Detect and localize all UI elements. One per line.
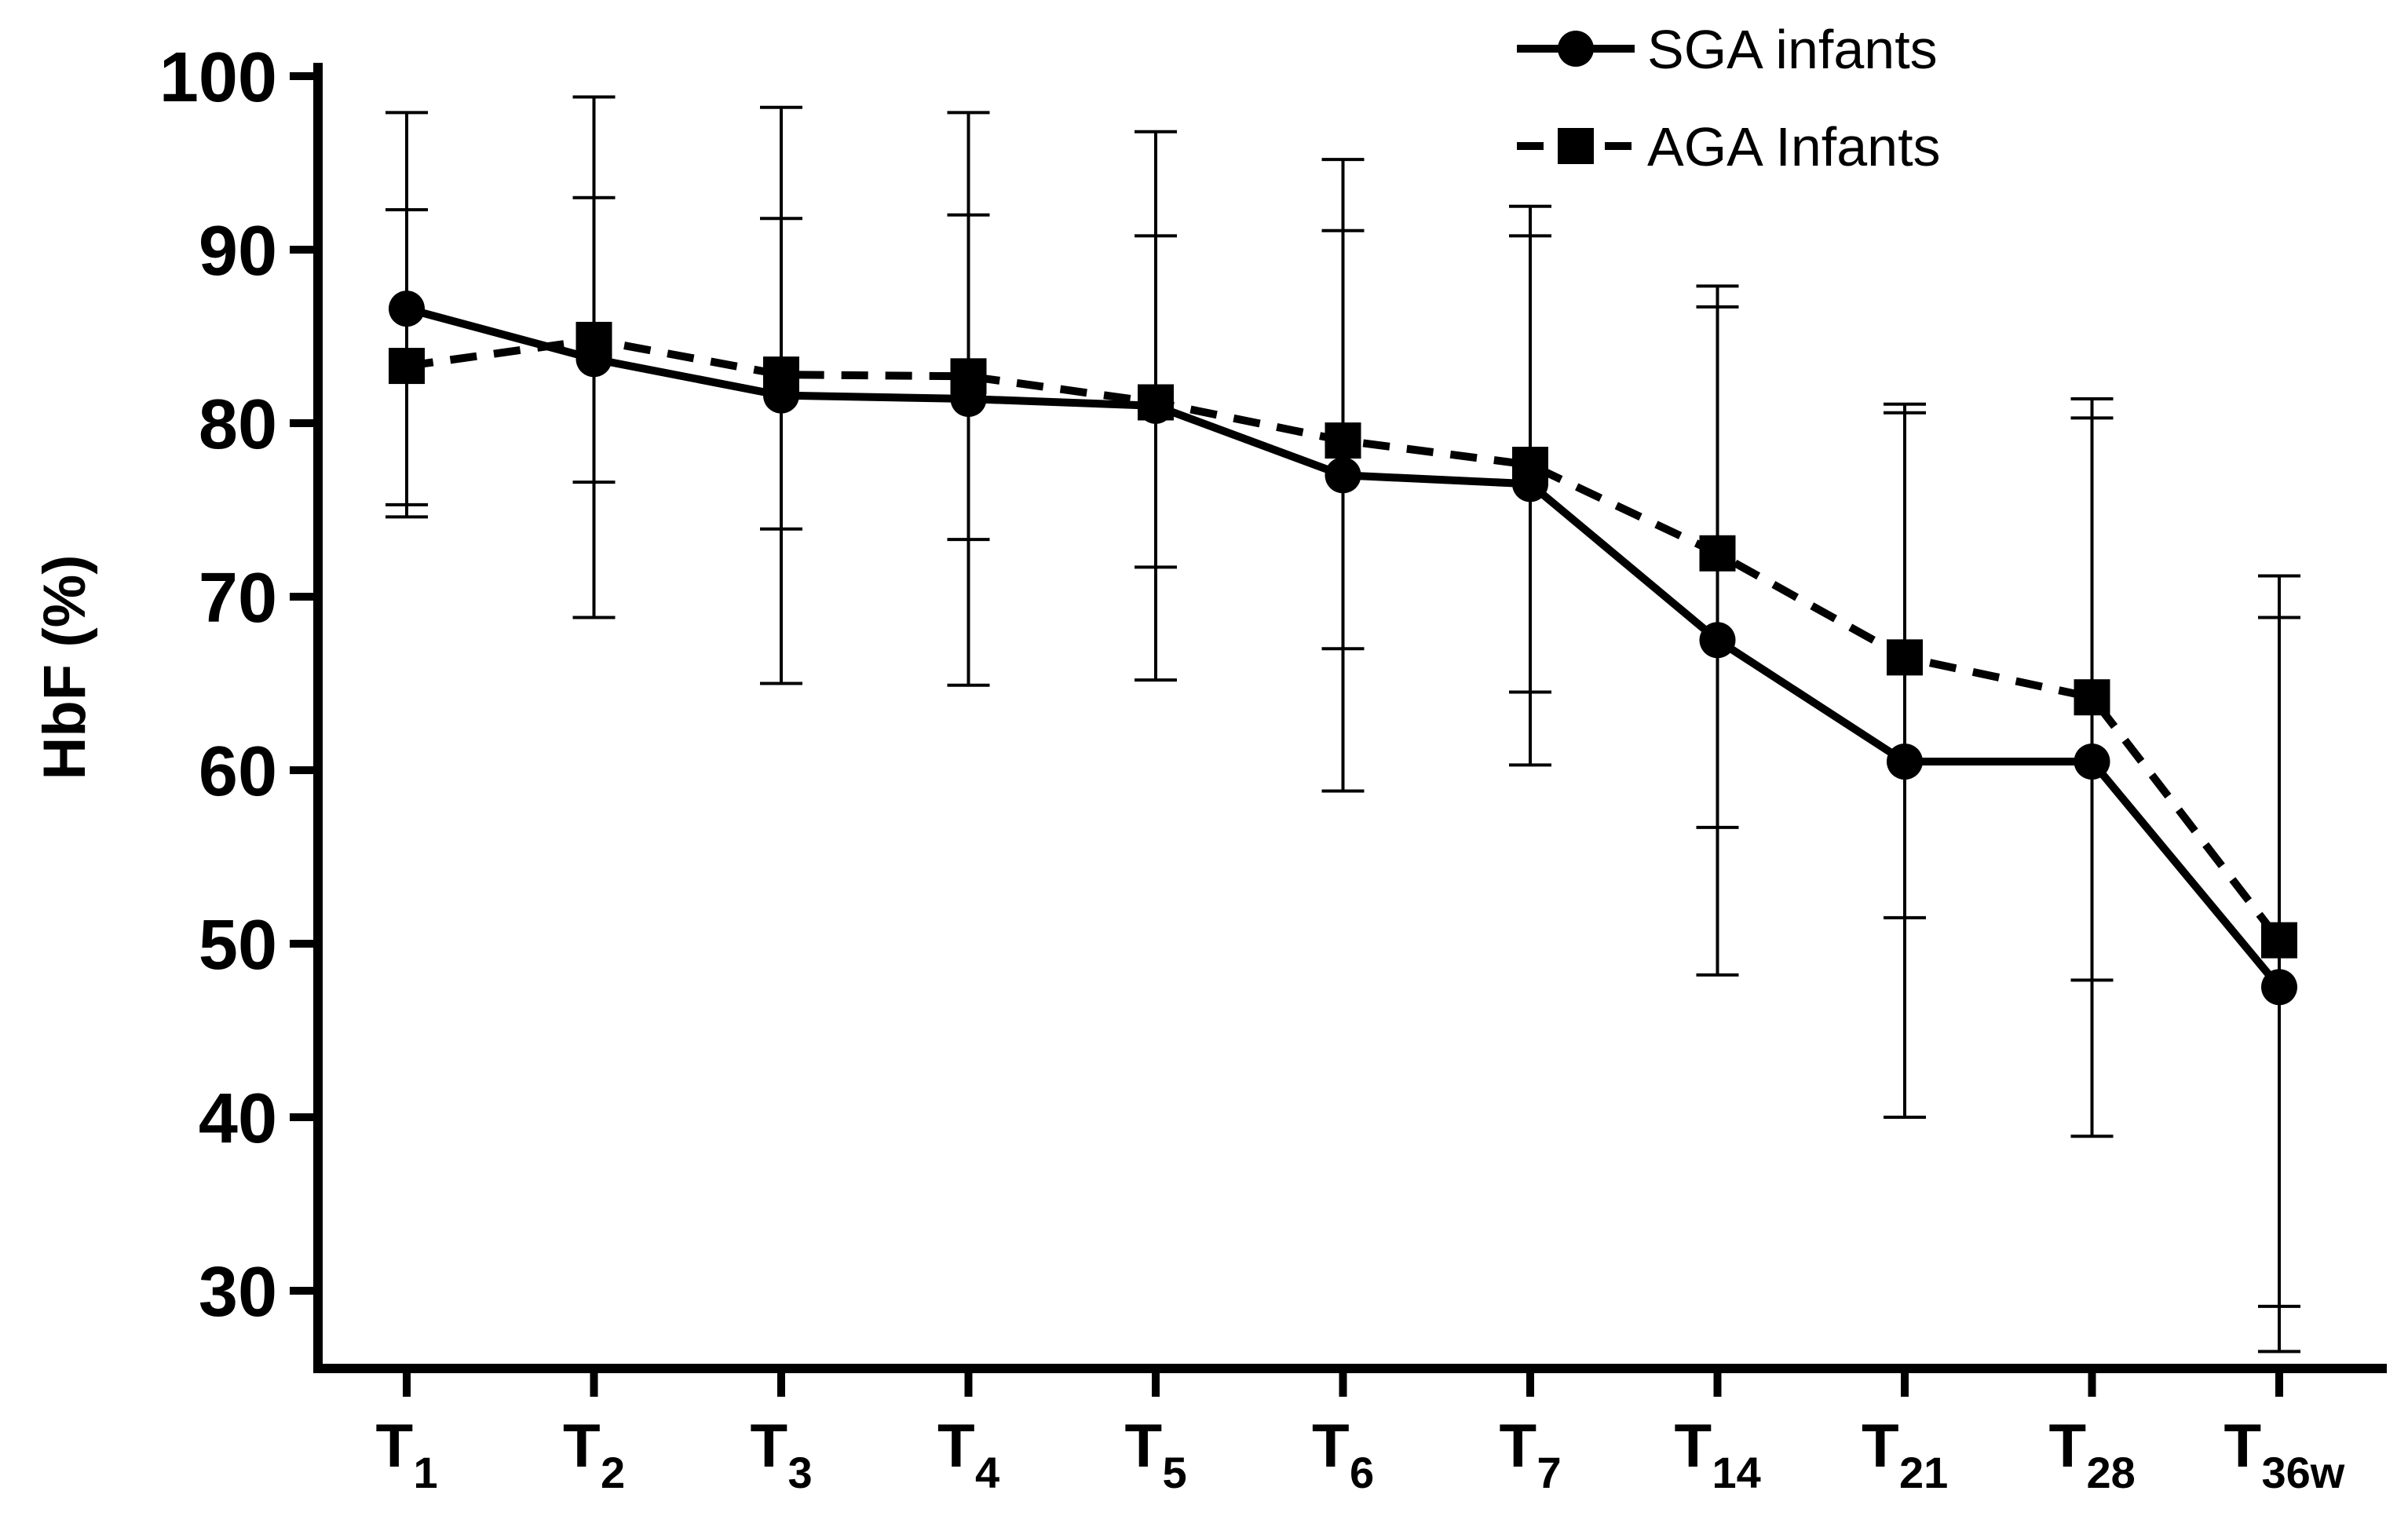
x-tick-label-21: T 21	[1862, 1411, 1948, 1497]
x-tick-label-main: T	[937, 1411, 975, 1480]
y-tick-label: 40	[199, 1080, 277, 1158]
sga-point-6	[1325, 457, 1361, 494]
x-tick-label-14: T 14	[1675, 1411, 1761, 1497]
sga-point-1	[389, 290, 425, 327]
sga-point-28	[2074, 743, 2110, 780]
legend-label: SGA infants	[1647, 19, 1938, 80]
y-axis-title: HbF (%)	[31, 554, 98, 780]
x-tick-label-sub: 14	[1712, 1448, 1761, 1497]
sga-point-4	[950, 381, 987, 418]
y-tick-label: 70	[199, 559, 277, 638]
x-tick-label-sub: 5	[1163, 1448, 1187, 1497]
x-tick-label-sub: 21	[1899, 1448, 1948, 1497]
legend-square-marker	[1558, 128, 1594, 164]
y-tick-label: 60	[199, 733, 277, 811]
aga-point-21	[1887, 639, 1923, 676]
x-tick-label-sub: 36w	[2262, 1448, 2345, 1497]
legend-item-aga: AGA Infants	[1517, 116, 1941, 177]
sga-point-2	[576, 341, 612, 378]
x-tick-label-28: T 28	[2049, 1411, 2136, 1497]
x-tick-label-sub: 7	[1537, 1448, 1562, 1497]
aga-point-6	[1325, 422, 1361, 459]
aga-point-36w	[2261, 922, 2297, 959]
x-tick-label-sub: 2	[601, 1448, 625, 1497]
sga-point-21	[1887, 743, 1923, 780]
legend-label: AGA Infants	[1647, 116, 1941, 177]
x-tick-label-main: T	[751, 1411, 788, 1480]
y-tick-label: 80	[199, 385, 277, 464]
legend: SGA infants AGA Infants	[1517, 19, 1941, 177]
legend-circle-marker	[1558, 31, 1594, 67]
error-bars-layer	[385, 95, 2300, 1354]
sga-point-14	[1699, 622, 1736, 659]
aga-point-28	[2074, 679, 2110, 716]
x-tick-label-main: T	[2049, 1411, 2087, 1480]
aga-point-1	[389, 348, 425, 385]
x-tick-label-36w: T 36w	[2224, 1411, 2345, 1497]
x-tick-label-main: T	[1500, 1411, 1537, 1480]
x-tick-label-main: T	[1312, 1411, 1350, 1480]
sga-point-36w	[2261, 969, 2297, 1006]
x-tick-label-main: T	[376, 1411, 414, 1480]
y-tick-label: 30	[199, 1253, 277, 1332]
sga-point-7	[1512, 466, 1548, 502]
x-tick-label-sub: 3	[788, 1448, 813, 1497]
x-tick-label-sub: 4	[975, 1448, 999, 1497]
x-tick-label-main: T	[2224, 1411, 2262, 1480]
x-tick-label-main: T	[1675, 1411, 1712, 1480]
sga-point-3	[763, 377, 799, 414]
x-tick-label-main: T	[1125, 1411, 1163, 1480]
y-tick-label: 50	[199, 906, 277, 985]
legend-item-sga: SGA infants	[1517, 19, 1938, 80]
x-tick-label-sub: 1	[414, 1448, 438, 1497]
aga-point-14	[1699, 535, 1736, 572]
x-tick-label-main: T	[1862, 1411, 1899, 1480]
x-tick-label-sub: 28	[2087, 1448, 2136, 1497]
sga-point-5	[1138, 387, 1174, 424]
markers-layer	[389, 290, 2297, 1006]
x-tick-label-sub: 6	[1350, 1448, 1374, 1497]
y-tick-label: 100	[159, 38, 277, 117]
x-tick-label-main: T	[563, 1411, 601, 1480]
y-tick-label: 90	[199, 212, 277, 290]
